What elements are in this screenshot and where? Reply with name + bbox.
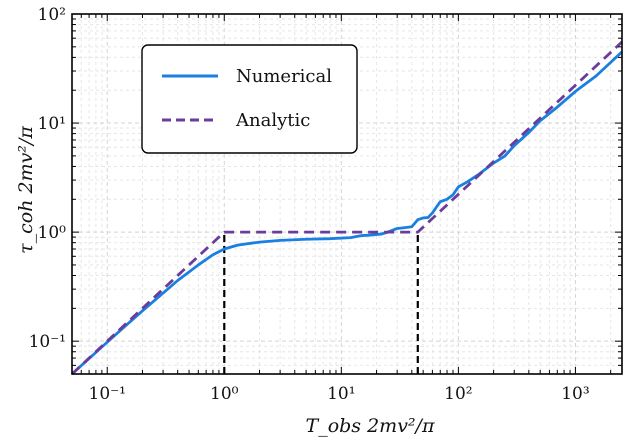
annotations: [223, 232, 419, 374]
y-tick-label: 10⁰: [38, 223, 67, 243]
series-line-analytic: [71, 40, 623, 376]
series-line-numerical: [71, 50, 623, 376]
ticks: [71, 13, 622, 375]
x-tick-label: 10⁰: [210, 384, 239, 404]
y-tick-label: 10¹: [38, 114, 66, 134]
x-tick-label: 10⁻¹: [89, 384, 126, 404]
x-axis-label: T_obs 2mv²/π: [306, 415, 435, 437]
legend-box: [141, 44, 358, 154]
y-tick-label: 10²: [38, 5, 66, 25]
legend-label-numerical: Numerical: [236, 66, 332, 87]
legend-label-analytic: Analytic: [235, 110, 310, 131]
y-axis-label: τ_coh 2mv²/π: [15, 126, 37, 254]
y-tick-label: 10⁻¹: [29, 332, 66, 352]
x-tick-label: 10³: [561, 384, 589, 404]
plot-frame: [71, 13, 623, 375]
legend: Numerical Analytic: [141, 44, 358, 154]
tick-labels: 10⁻¹ 10⁰ 10¹ 10² 10³ 10⁻¹ 10⁰ 10¹ 10²: [29, 5, 590, 404]
x-tick-label: 10²: [444, 384, 472, 404]
series-group: [71, 40, 623, 376]
x-tick-label: 10¹: [327, 384, 355, 404]
